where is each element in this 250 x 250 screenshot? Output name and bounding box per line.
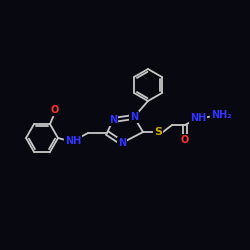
- Text: O: O: [181, 135, 189, 145]
- Text: NH: NH: [65, 136, 81, 146]
- Text: N: N: [109, 115, 117, 125]
- Text: N: N: [130, 112, 138, 122]
- Text: NH: NH: [190, 113, 206, 123]
- Text: O: O: [51, 105, 59, 115]
- Text: NH₂: NH₂: [211, 110, 231, 120]
- Text: N: N: [118, 138, 126, 148]
- Text: S: S: [154, 127, 162, 137]
